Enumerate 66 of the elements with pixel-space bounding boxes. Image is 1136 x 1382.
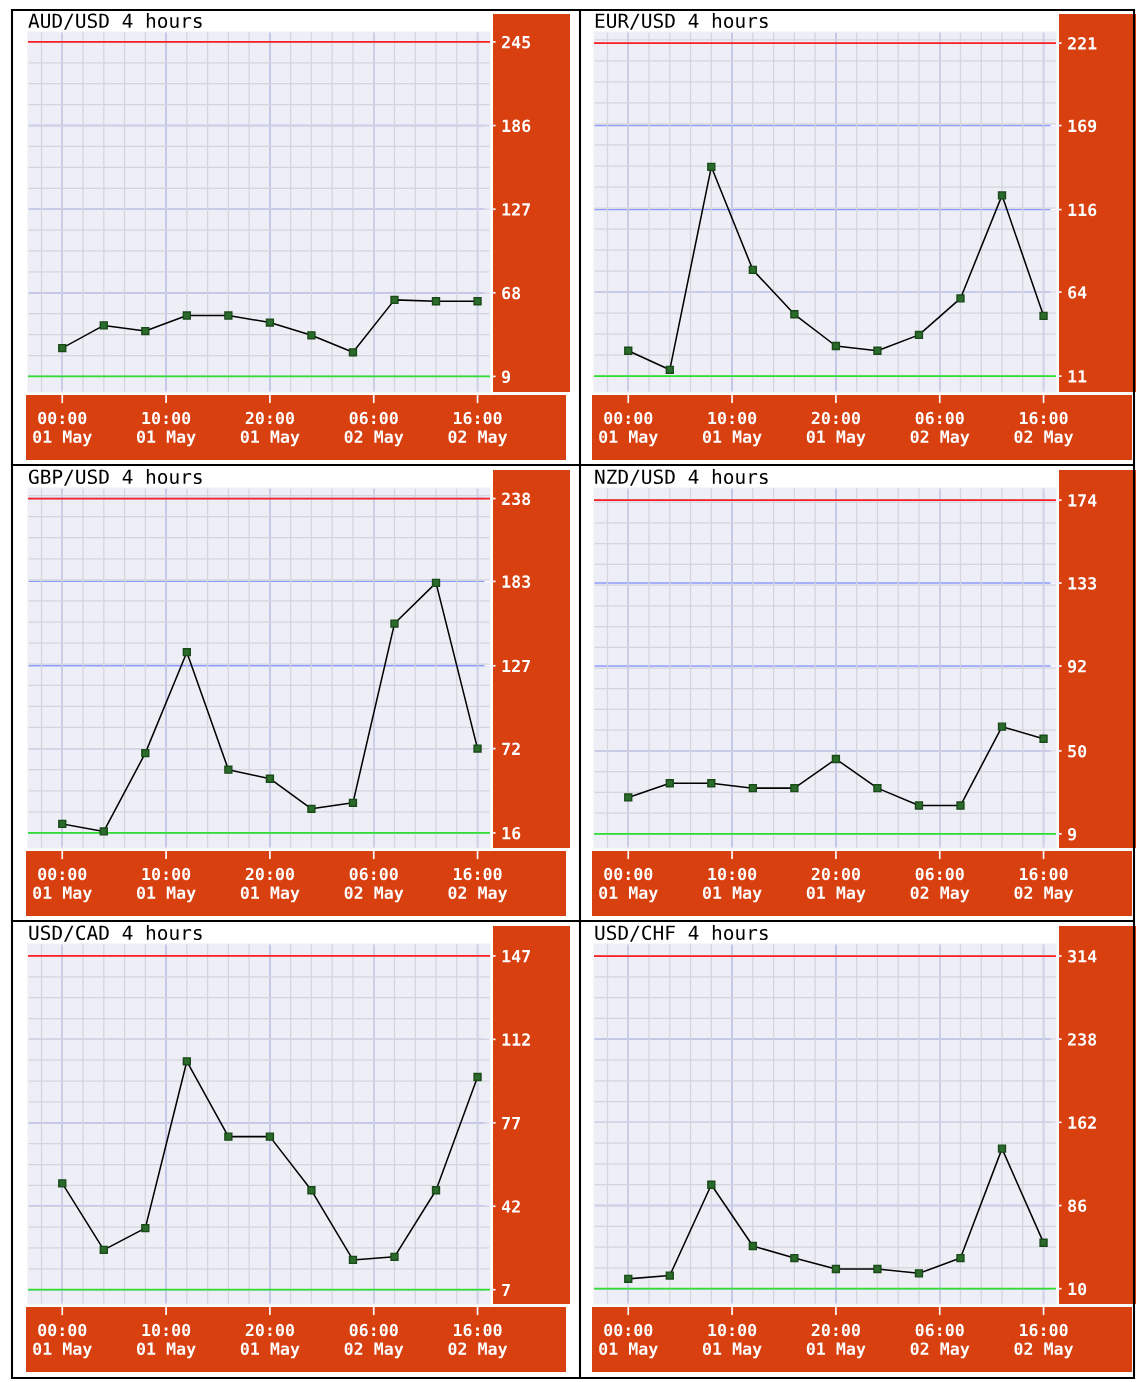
chart-title: EUR/USD 4 hours [595, 13, 768, 30]
y-tick-label: 314 [1068, 950, 1097, 963]
y-tick-label: 186 [502, 119, 531, 133]
x-tick-label: 10:00 01 May [136, 1323, 196, 1359]
x-tick-label: 00:00 01 May [33, 411, 92, 447]
y-tick-label: 169 [1068, 119, 1097, 133]
x-tick-label: 20:00 01 May [240, 867, 300, 903]
y-tick-label: 112 [502, 1033, 530, 1046]
y-tick-label: 9 [502, 370, 511, 384]
y-tick-label: 147 [502, 950, 530, 963]
x-tick-label: 10:00 01 May [136, 411, 196, 447]
y-tick-label: 9 [1068, 827, 1077, 841]
x-tick-label: 16:00 02 May [448, 411, 508, 447]
y-tick-label: 11 [1068, 370, 1087, 383]
y-tick-label: 77 [502, 1116, 520, 1130]
x-tick-label: 10:00 01 May [702, 1323, 762, 1359]
x-tick-label: 20:00 01 May [806, 411, 866, 447]
x-tick-label: 20:00 01 May [240, 411, 300, 447]
x-tick-label: 16:00 02 May [448, 1323, 508, 1359]
x-tick-label: 20:00 01 May [806, 1323, 866, 1359]
x-tick-label: 06:00 02 May [344, 411, 404, 447]
y-tick-label: 50 [1068, 744, 1087, 758]
y-tick-label: 86 [1068, 1199, 1087, 1213]
y-tick-label: 42 [501, 1200, 520, 1213]
chart-title: USD/CHF 4 hours [595, 925, 768, 942]
chart-title: NZD/USD 4 hours [595, 469, 768, 486]
x-tick-label: 06:00 02 May [344, 867, 404, 903]
x-tick-label: 00:00 01 May [599, 867, 658, 903]
x-tick-label: 10:00 01 May [702, 411, 762, 447]
x-tick-label: 16:00 02 May [1014, 1323, 1074, 1359]
x-tick-label: 00:00 01 May [599, 1323, 658, 1359]
y-tick-label: 133 [1068, 577, 1097, 590]
x-tick-label: 06:00 02 May [910, 867, 970, 903]
y-tick-label: 238 [502, 492, 531, 506]
x-tick-label: 20:00 01 May [806, 867, 866, 903]
y-tick-label: 116 [1068, 203, 1097, 217]
x-tick-label: 16:00 02 May [1014, 867, 1074, 903]
x-tick-label: 00:00 01 May [33, 867, 92, 903]
y-tick-label: 221 [1068, 37, 1097, 50]
x-tick-label: 06:00 02 May [910, 1323, 970, 1359]
y-tick-label: 7 [502, 1283, 510, 1297]
y-tick-label: 10 [1068, 1282, 1087, 1296]
x-tick-label: 00:00 01 May [599, 411, 658, 447]
y-tick-label: 16 [502, 826, 521, 840]
x-tick-label: 10:00 01 May [136, 867, 196, 903]
x-tick-label: 20:00 01 May [240, 1323, 300, 1359]
y-tick-label: 238 [1068, 1033, 1097, 1046]
y-tick-label: 245 [502, 35, 531, 49]
x-tick-label: 06:00 02 May [344, 1323, 404, 1359]
y-tick-label: 174 [1068, 494, 1097, 507]
chart-title: USD/CAD 4 hours [29, 925, 202, 942]
y-tick-label: 64 [1068, 286, 1087, 299]
y-tick-label: 183 [502, 575, 531, 588]
chart-title: GBP/USD 4 hours [28, 469, 202, 486]
y-tick-label: 92 [1068, 659, 1086, 673]
x-tick-label: 16:00 02 May [1014, 411, 1074, 447]
x-tick-label: 06:00 02 May [910, 411, 970, 447]
y-tick-label: 162 [1068, 1116, 1096, 1129]
y-tick-label: 72 [502, 742, 520, 755]
x-tick-label: 16:00 02 May [448, 867, 508, 903]
x-tick-label: 00:00 01 May [33, 1323, 92, 1359]
y-tick-label: 127 [502, 203, 530, 216]
y-tick-label: 68 [502, 286, 521, 300]
x-tick-label: 10:00 01 May [702, 867, 762, 903]
y-tick-label: 127 [502, 659, 530, 673]
chart-title: AUD/USD 4 hours [28, 13, 202, 30]
